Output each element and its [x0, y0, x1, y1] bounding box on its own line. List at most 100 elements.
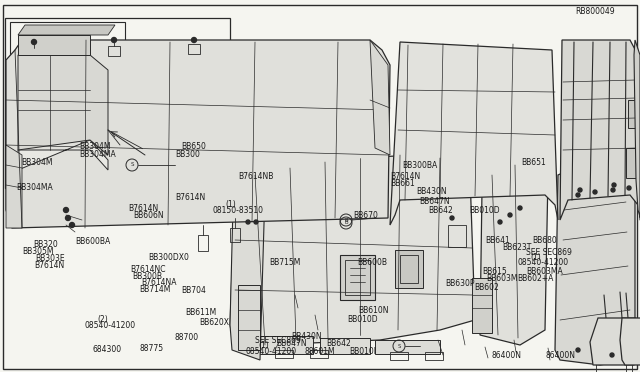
Polygon shape	[370, 40, 390, 155]
Bar	[472, 278, 492, 333]
Text: BB600BA: BB600BA	[76, 237, 111, 246]
Text: 86400N: 86400N	[492, 351, 522, 360]
Text: BB715M: BB715M	[269, 258, 301, 267]
Text: BB641: BB641	[485, 236, 510, 245]
Circle shape	[111, 38, 116, 42]
Circle shape	[65, 215, 70, 221]
Circle shape	[576, 193, 580, 197]
Text: BB670: BB670	[353, 211, 378, 219]
Text: BB650: BB650	[181, 142, 206, 151]
Text: 88775: 88775	[140, 344, 164, 353]
Bar	[425, 352, 443, 360]
Bar	[258, 336, 313, 354]
Circle shape	[612, 183, 616, 187]
Text: BB630P: BB630P	[445, 279, 474, 288]
Bar	[238, 285, 260, 350]
Polygon shape	[555, 158, 635, 365]
Bar	[596, 360, 632, 372]
Text: (2): (2)	[97, 315, 108, 324]
Text: 88700: 88700	[174, 333, 198, 341]
Text: (1): (1)	[225, 200, 236, 209]
Polygon shape	[6, 40, 390, 228]
Circle shape	[254, 220, 258, 224]
Text: 88601M: 88601M	[305, 347, 335, 356]
Circle shape	[246, 220, 250, 224]
Bar	[198, 235, 208, 251]
Polygon shape	[6, 145, 22, 228]
Bar	[188, 44, 200, 54]
Bar	[375, 340, 440, 354]
Text: BB603MA: BB603MA	[526, 267, 563, 276]
Text: BB305M: BB305M	[22, 247, 54, 256]
Text: (1): (1)	[259, 341, 269, 350]
Circle shape	[578, 188, 582, 192]
Text: BB615: BB615	[483, 267, 508, 276]
Polygon shape	[230, 165, 265, 360]
Text: B7614N: B7614N	[175, 193, 205, 202]
Polygon shape	[560, 40, 638, 220]
Circle shape	[498, 220, 502, 224]
Text: BB010D: BB010D	[348, 315, 378, 324]
Text: SEE SEC869: SEE SEC869	[526, 248, 572, 257]
Text: 08540-41200: 08540-41200	[517, 258, 568, 267]
Text: BB303E: BB303E	[35, 254, 65, 263]
Bar	[10, 22, 125, 177]
Text: B7614N: B7614N	[34, 261, 64, 270]
Bar	[448, 225, 466, 247]
Text: BB642: BB642	[326, 339, 351, 348]
Text: 86400N: 86400N	[545, 351, 575, 360]
Polygon shape	[620, 318, 640, 365]
Text: BB623T: BB623T	[502, 243, 531, 252]
Bar	[245, 228, 260, 248]
Text: B7614NA: B7614NA	[141, 278, 176, 287]
Text: BB714M: BB714M	[140, 285, 171, 294]
Text: B7614NB: B7614NB	[239, 172, 274, 181]
Bar	[28, 48, 40, 58]
Bar	[108, 46, 120, 56]
Text: S: S	[131, 163, 134, 167]
Text: BB304M: BB304M	[21, 158, 52, 167]
Text: BB300BA: BB300BA	[402, 161, 437, 170]
Circle shape	[191, 38, 196, 42]
Circle shape	[31, 39, 36, 45]
Text: B7614N: B7614N	[390, 172, 420, 181]
Text: BB300B: BB300B	[132, 272, 163, 280]
Polygon shape	[634, 40, 640, 220]
Text: BB304MA: BB304MA	[79, 150, 116, 158]
Bar	[628, 100, 638, 128]
Circle shape	[593, 190, 597, 194]
Bar	[275, 350, 293, 358]
Text: 684300: 684300	[92, 345, 122, 354]
Text: BB300DX0: BB300DX0	[148, 253, 189, 262]
Text: 08540-41200: 08540-41200	[84, 321, 136, 330]
Bar	[400, 255, 418, 283]
Text: BB611M: BB611M	[186, 308, 217, 317]
Text: BB430N: BB430N	[416, 187, 447, 196]
Text: 08540-41200: 08540-41200	[246, 347, 297, 356]
Text: BB606N: BB606N	[133, 211, 164, 220]
Text: BB642: BB642	[428, 206, 453, 215]
Text: B: B	[344, 218, 348, 222]
Text: BB603M: BB603M	[486, 274, 518, 283]
Text: BB651: BB651	[521, 158, 546, 167]
Circle shape	[508, 213, 512, 217]
Bar	[390, 352, 408, 360]
Text: BB610N: BB610N	[358, 307, 388, 315]
Text: B: B	[344, 221, 348, 225]
Text: RB800049: RB800049	[575, 7, 614, 16]
Text: B7614NC: B7614NC	[131, 265, 166, 274]
Text: SEE SEC869: SEE SEC869	[255, 336, 301, 344]
Bar	[310, 350, 328, 358]
Bar	[395, 250, 423, 288]
Text: BB680: BB680	[532, 236, 557, 245]
Bar	[320, 338, 370, 354]
Circle shape	[450, 216, 454, 220]
Polygon shape	[468, 140, 548, 345]
Ellipse shape	[214, 137, 230, 159]
Text: BB304MA: BB304MA	[17, 183, 53, 192]
Text: 08150-83510: 08150-83510	[212, 206, 264, 215]
Bar	[5, 18, 230, 188]
Text: BB600B: BB600B	[357, 258, 387, 267]
Circle shape	[576, 348, 580, 352]
Polygon shape	[590, 318, 638, 365]
